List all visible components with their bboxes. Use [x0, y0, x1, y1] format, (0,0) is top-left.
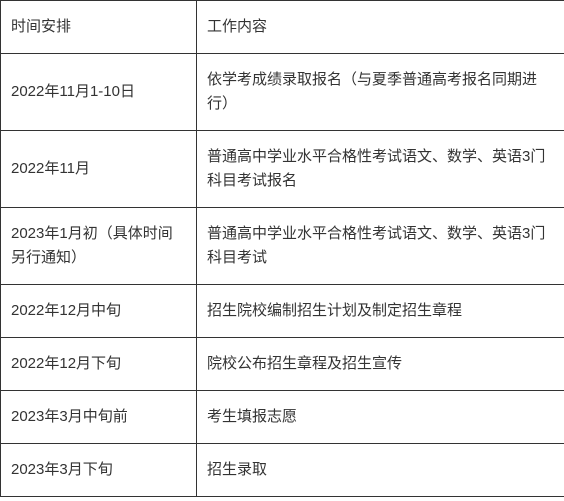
header-cell-time: 时间安排 [1, 1, 197, 54]
cell-time: 2022年12月中旬 [1, 285, 197, 338]
cell-time: 2023年3月下旬 [1, 444, 197, 497]
cell-content: 考生填报志愿 [197, 391, 564, 444]
cell-time: 2022年12月下旬 [1, 338, 197, 391]
table-row: 2022年11月1-10日 依学考成绩录取报名（与夏季普通高考报名同期进行） [1, 54, 564, 131]
table-row: 2022年11月 普通高中学业水平合格性考试语文、数学、英语3门科目考试报名 [1, 131, 564, 208]
cell-time: 2023年1月初（具体时间另行通知） [1, 208, 197, 285]
schedule-table-container: 时间安排 工作内容 2022年11月1-10日 依学考成绩录取报名（与夏季普通高… [0, 0, 564, 497]
cell-time: 2023年3月中旬前 [1, 391, 197, 444]
cell-time: 2022年11月1-10日 [1, 54, 197, 131]
cell-content: 普通高中学业水平合格性考试语文、数学、英语3门科目考试报名 [197, 131, 564, 208]
schedule-table: 时间安排 工作内容 2022年11月1-10日 依学考成绩录取报名（与夏季普通高… [0, 0, 564, 497]
table-row: 2023年1月初（具体时间另行通知） 普通高中学业水平合格性考试语文、数学、英语… [1, 208, 564, 285]
cell-content: 依学考成绩录取报名（与夏季普通高考报名同期进行） [197, 54, 564, 131]
header-cell-content: 工作内容 [197, 1, 564, 54]
cell-content: 招生录取 [197, 444, 564, 497]
cell-time: 2022年11月 [1, 131, 197, 208]
cell-content: 普通高中学业水平合格性考试语文、数学、英语3门科目考试 [197, 208, 564, 285]
table-row: 2023年3月下旬 招生录取 [1, 444, 564, 497]
cell-content: 招生院校编制招生计划及制定招生章程 [197, 285, 564, 338]
table-row: 2022年12月中旬 招生院校编制招生计划及制定招生章程 [1, 285, 564, 338]
cell-content: 院校公布招生章程及招生宣传 [197, 338, 564, 391]
table-row: 2023年3月中旬前 考生填报志愿 [1, 391, 564, 444]
table-header-row: 时间安排 工作内容 [1, 1, 564, 54]
table-row: 2022年12月下旬 院校公布招生章程及招生宣传 [1, 338, 564, 391]
